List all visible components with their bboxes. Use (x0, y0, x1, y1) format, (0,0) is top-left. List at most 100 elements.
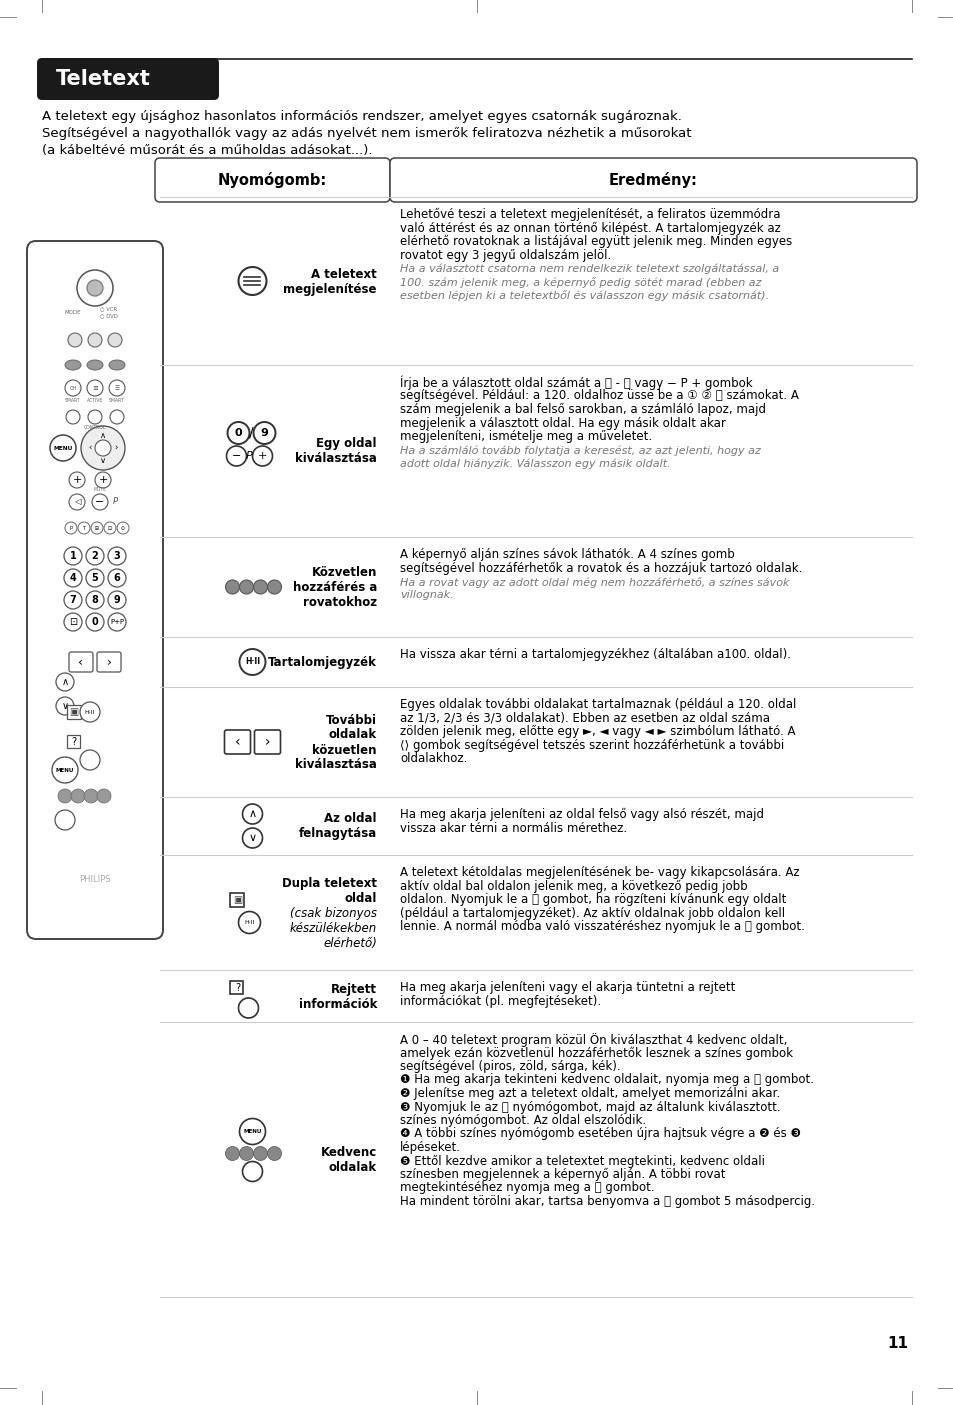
Text: A teletext: A teletext (311, 267, 376, 281)
Circle shape (50, 436, 76, 461)
Text: ?: ? (234, 983, 240, 993)
FancyBboxPatch shape (69, 652, 92, 672)
Text: megjelenítése: megjelenítése (283, 282, 376, 295)
Text: információkat (pl. megfejtéseket).: információkat (pl. megfejtéseket). (399, 995, 600, 1007)
Text: 7: 7 (70, 594, 76, 606)
Circle shape (91, 523, 103, 534)
Text: Ha mindent törölni akar, tartsa benyomva a ⓭ gombot 5 másodpercig.: Ha mindent törölni akar, tartsa benyomva… (399, 1196, 814, 1208)
Circle shape (65, 379, 81, 396)
Circle shape (84, 790, 98, 804)
Text: −: − (232, 451, 241, 461)
Text: Ha a rovat vagy az adott oldal még nem hozzáférhető, a színes sávok: Ha a rovat vagy az adott oldal még nem h… (399, 577, 789, 587)
Circle shape (108, 333, 122, 347)
Text: ‹: ‹ (78, 656, 84, 669)
Text: 0: 0 (234, 429, 242, 438)
Circle shape (80, 750, 100, 770)
Circle shape (225, 580, 239, 594)
Text: 11: 11 (886, 1336, 907, 1352)
Text: ❹ A többi színes nyómógomb esetében újra hajtsuk végre a ❷ és ❸: ❹ A többi színes nyómógomb esetében újra… (399, 1127, 801, 1141)
Text: ○ VCR: ○ VCR (100, 306, 117, 311)
Text: 1: 1 (70, 551, 76, 561)
Text: ⊙: ⊙ (121, 525, 125, 531)
Circle shape (108, 547, 126, 565)
Circle shape (88, 410, 102, 424)
Text: ⊡: ⊡ (69, 617, 77, 627)
Text: aktív oldal bal oldalon jelenik meg, a következő pedig jobb: aktív oldal bal oldalon jelenik meg, a k… (399, 880, 747, 892)
Text: ∧: ∧ (248, 809, 256, 819)
Text: ❸ Nyomjuk le az ⓭ nyómógombot, majd az általunk kiválasztott.: ❸ Nyomjuk le az ⓭ nyómógombot, majd az á… (399, 1100, 780, 1114)
Text: 2: 2 (91, 551, 98, 561)
Circle shape (71, 790, 85, 804)
Circle shape (68, 333, 82, 347)
Circle shape (253, 1146, 267, 1161)
Circle shape (78, 523, 90, 534)
Text: való áttérést és az onnan történő kilépést. A tartalomjegyzék az: való áttérést és az onnan történő kilépé… (399, 222, 781, 235)
Circle shape (55, 811, 75, 830)
Text: rovatot egy 3 jegyű oldalszám jelöl.: rovatot egy 3 jegyű oldalszám jelöl. (399, 249, 611, 261)
Text: ›: › (114, 444, 117, 452)
Circle shape (253, 422, 275, 444)
Text: színes nyómógombot. Az oldal elszolódik.: színes nyómógombot. Az oldal elszolódik. (399, 1114, 645, 1127)
Text: megjeleníteni, ismételje meg a műveletet.: megjeleníteni, ismételje meg a műveletet… (399, 430, 652, 443)
Text: /: / (249, 426, 253, 440)
Circle shape (81, 426, 125, 471)
Text: ○ DVD: ○ DVD (100, 313, 117, 318)
Text: közuetlen: közuetlen (313, 743, 376, 756)
Text: ≡: ≡ (92, 385, 98, 391)
FancyBboxPatch shape (224, 731, 251, 754)
Circle shape (56, 673, 74, 691)
Text: MUTE: MUTE (93, 488, 107, 492)
Text: ▣: ▣ (233, 895, 242, 905)
Text: ›: › (107, 656, 112, 669)
Text: H·II: H·II (245, 658, 260, 666)
Text: lépéseket.: lépéseket. (399, 1141, 460, 1154)
Circle shape (108, 569, 126, 587)
Circle shape (86, 547, 104, 565)
Text: megtekintéséhez nyomja meg a ⓴ gombot.: megtekintéséhez nyomja meg a ⓴ gombot. (399, 1182, 654, 1194)
Text: oldalak: oldalak (329, 729, 376, 742)
Circle shape (239, 1118, 265, 1145)
Text: ❷ Jelenítse meg azt a teletext oldalt, amelyet memorizálni akar.: ❷ Jelenítse meg azt a teletext oldalt, a… (399, 1087, 780, 1100)
Text: P: P (70, 525, 72, 531)
Text: oldalon. Nyomjuk le a ⓭ gombot, ha rögzíteni kívánunk egy oldalt: oldalon. Nyomjuk le a ⓭ gombot, ha rögzí… (399, 894, 785, 906)
Text: CONTROL: CONTROL (84, 424, 106, 430)
Text: hozzáférés a: hozzáférés a (293, 582, 376, 594)
Text: MENU: MENU (53, 445, 72, 451)
Text: +: + (98, 475, 108, 485)
Text: MODE: MODE (65, 311, 81, 315)
Text: ❶ Ha meg akarja tekinteni kedvenc oldalait, nyomja meg a ⓴ gombot.: ❶ Ha meg akarja tekinteni kedvenc oldala… (399, 1073, 813, 1086)
Text: ∧: ∧ (61, 677, 69, 687)
Text: Ha a számláló tovább folytatja a keresést, az azt jelenti, hogy az: Ha a számláló tovább folytatja a keresés… (399, 445, 760, 457)
Circle shape (69, 495, 85, 510)
Circle shape (242, 804, 262, 823)
Text: ∨: ∨ (248, 833, 256, 843)
FancyBboxPatch shape (97, 652, 121, 672)
Ellipse shape (109, 360, 125, 370)
Text: MENU: MENU (56, 767, 74, 773)
Text: adott oldal hiányzik. Válasszon egy másik oldalt.: adott oldal hiányzik. Válasszon egy mási… (399, 458, 670, 469)
FancyBboxPatch shape (254, 731, 280, 754)
Text: PHILIPS: PHILIPS (79, 875, 111, 885)
Text: Dupla teletext: Dupla teletext (282, 877, 376, 889)
Circle shape (95, 472, 111, 488)
Circle shape (238, 912, 260, 933)
Text: ⟨⟩ gombok segítségével tetszés szerint hozzáférhetünk a további: ⟨⟩ gombok segítségével tetszés szerint h… (399, 739, 783, 752)
Text: A képernyő alján színes sávok láthatók. A 4 színes gomb: A képernyő alján színes sávok láthatók. … (399, 548, 734, 561)
Circle shape (58, 790, 71, 804)
Circle shape (86, 569, 104, 587)
Circle shape (239, 1146, 253, 1161)
Text: kiválasztása: kiválasztása (294, 452, 376, 465)
Circle shape (64, 569, 82, 587)
Text: A 0 – 40 teletext program közül Ön kiválaszthat 4 kedvenc oldalt,: A 0 – 40 teletext program közül Ön kivál… (399, 1033, 786, 1047)
Text: Egy oldal: Egy oldal (316, 437, 376, 451)
Text: az 1/3, 2/3 és 3/3 oldalakat). Ebben az esetben az oldal száma: az 1/3, 2/3 és 3/3 oldalakat). Ebben az … (399, 711, 769, 725)
Text: ⊡: ⊡ (108, 525, 112, 531)
Circle shape (239, 649, 265, 674)
Circle shape (87, 280, 103, 296)
Text: Lehetővé teszi a teletext megjelenítését, a feliratos üzemmódra: Lehetővé teszi a teletext megjelenítését… (399, 208, 780, 221)
Text: 5: 5 (91, 573, 98, 583)
FancyBboxPatch shape (37, 58, 219, 100)
Text: ❺ Ettől kezdve amikor a teletextet megtekinti, kedvenc oldali: ❺ Ettől kezdve amikor a teletextet megte… (399, 1155, 764, 1168)
Text: ☰: ☰ (114, 385, 119, 391)
Text: H·II: H·II (85, 710, 95, 715)
